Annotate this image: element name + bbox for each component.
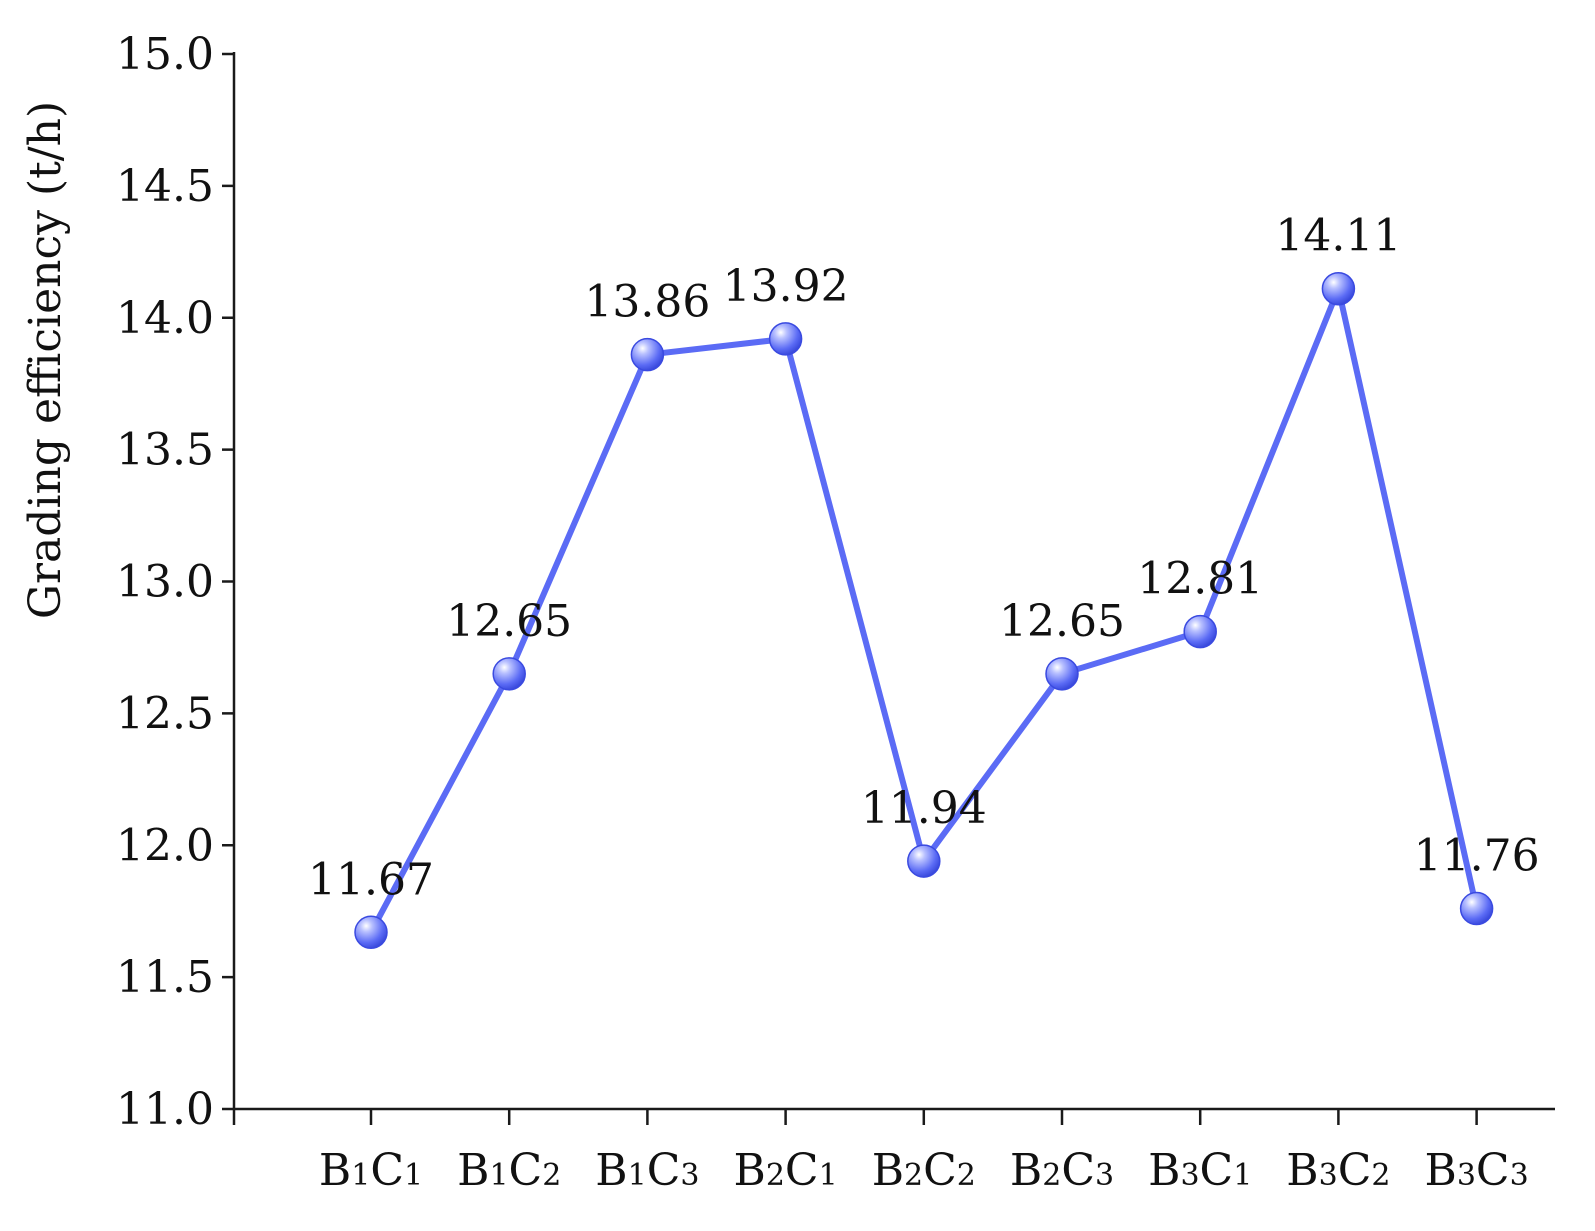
y-tick-label: 13.5: [116, 425, 214, 476]
y-tick-label: 11.5: [116, 952, 214, 1003]
data-point: [630, 337, 665, 372]
y-axis-label: Grading efficiency (t/h): [20, 101, 71, 619]
y-tick-label: 12.5: [116, 688, 214, 739]
data-label: 13.92: [723, 261, 849, 312]
x-tick-label: B3C2: [1286, 1145, 1390, 1196]
data-label: 11.94: [861, 783, 987, 834]
data-point: [492, 657, 526, 691]
x-tick-label: B1C3: [595, 1145, 699, 1196]
y-tick-label: 14.5: [116, 161, 214, 212]
data-label: 11.76: [1414, 831, 1540, 882]
x-tick-label: B2C1: [733, 1145, 837, 1196]
data-point: [354, 915, 388, 950]
data-point: [1321, 271, 1356, 306]
data-label: 14.11: [1275, 211, 1401, 262]
data-label: 12.65: [446, 596, 572, 647]
data-label: 12.65: [999, 596, 1125, 647]
data-point: [1459, 891, 1494, 926]
data-point: [1183, 614, 1217, 649]
data-label: 12.81: [1137, 554, 1263, 605]
y-tick-label: 14.0: [116, 293, 214, 344]
data-label: 13.86: [584, 277, 710, 328]
y-tick-label: 12.0: [116, 820, 214, 871]
data-label: 11.67: [308, 854, 434, 905]
data-point: [1045, 657, 1079, 691]
x-tick-label: B2C3: [1010, 1145, 1114, 1196]
x-tick-label: B3C3: [1424, 1145, 1528, 1196]
data-point: [907, 844, 941, 878]
x-tick-label: B3C1: [1148, 1145, 1252, 1196]
series-grading-efficiency: [354, 271, 1494, 950]
y-axis: 11.0 11.5 12.0 12.5 13.0 13.5 14.0 14.5 15.0: [116, 29, 236, 1135]
x-tick-label: B1C2: [457, 1145, 561, 1196]
x-tick-label: B1C1: [319, 1145, 423, 1196]
x-axis: B1C1 B1C2 B1C3 B2C1 B2C2 B2C3 B3C1 B3C2 B3C3: [232, 1107, 1555, 1196]
y-tick-label: 15.0: [116, 29, 214, 80]
y-tick-label: 11.0: [116, 1084, 214, 1135]
x-tick-label: B2C2: [872, 1145, 976, 1196]
data-point: [768, 322, 803, 356]
y-tick-label: 13.0: [116, 557, 214, 608]
